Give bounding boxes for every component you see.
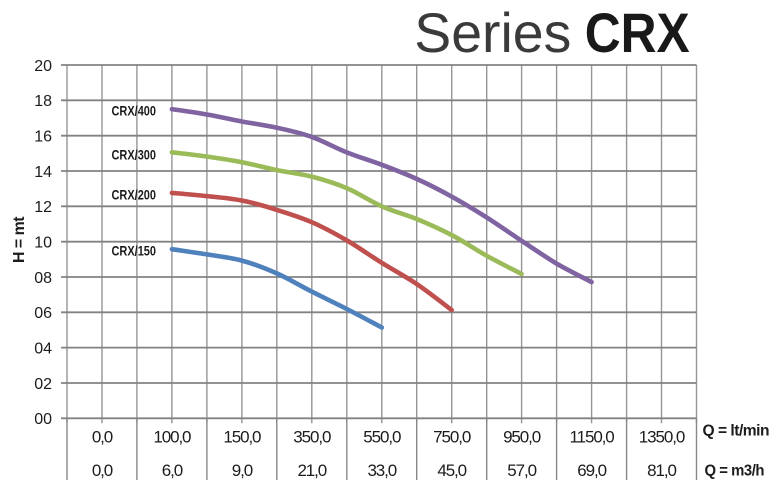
svg-text:04: 04 [34, 340, 52, 357]
svg-text:81,0: 81,0 [647, 461, 676, 480]
svg-text:57,0: 57,0 [507, 461, 536, 480]
svg-text:21,0: 21,0 [297, 461, 326, 480]
svg-text:CRX/150: CRX/150 [112, 242, 157, 258]
svg-text:Q = m3/h: Q = m3/h [705, 463, 765, 480]
svg-text:H = mt: H = mt [11, 216, 28, 263]
svg-text:100,0: 100,0 [153, 427, 191, 446]
svg-text:06: 06 [34, 305, 52, 322]
svg-text:CRX/300: CRX/300 [112, 146, 157, 162]
svg-text:950,0: 950,0 [503, 427, 541, 446]
svg-text:350,0: 350,0 [293, 427, 331, 446]
svg-text:10: 10 [34, 235, 52, 252]
svg-text:CRX/400: CRX/400 [112, 103, 157, 119]
svg-text:0,0: 0,0 [92, 461, 113, 480]
svg-text:0,0: 0,0 [92, 427, 113, 446]
svg-text:750,0: 750,0 [433, 427, 471, 446]
svg-text:33,0: 33,0 [367, 461, 396, 480]
svg-text:14: 14 [34, 164, 52, 181]
svg-text:550,0: 550,0 [363, 427, 401, 446]
svg-text:69,0: 69,0 [577, 461, 606, 480]
svg-text:Series: Series [414, 1, 571, 64]
svg-text:150,0: 150,0 [223, 427, 261, 446]
svg-text:45,0: 45,0 [437, 461, 466, 480]
svg-text:12: 12 [34, 199, 52, 216]
svg-text:1150,0: 1150,0 [570, 427, 615, 446]
svg-text:18: 18 [34, 93, 52, 110]
svg-text:6,0: 6,0 [162, 461, 183, 480]
svg-text:1350,0: 1350,0 [639, 427, 685, 446]
svg-text:00: 00 [34, 411, 52, 428]
svg-text:20: 20 [34, 58, 52, 75]
svg-text:08: 08 [34, 270, 52, 287]
svg-text:02: 02 [34, 376, 52, 393]
svg-text:9,0: 9,0 [232, 461, 253, 480]
svg-text:CRX/200: CRX/200 [112, 187, 157, 203]
svg-text:16: 16 [34, 129, 52, 146]
svg-text:CRX: CRX [585, 1, 690, 64]
svg-text:Q = lt/min: Q = lt/min [703, 423, 770, 440]
